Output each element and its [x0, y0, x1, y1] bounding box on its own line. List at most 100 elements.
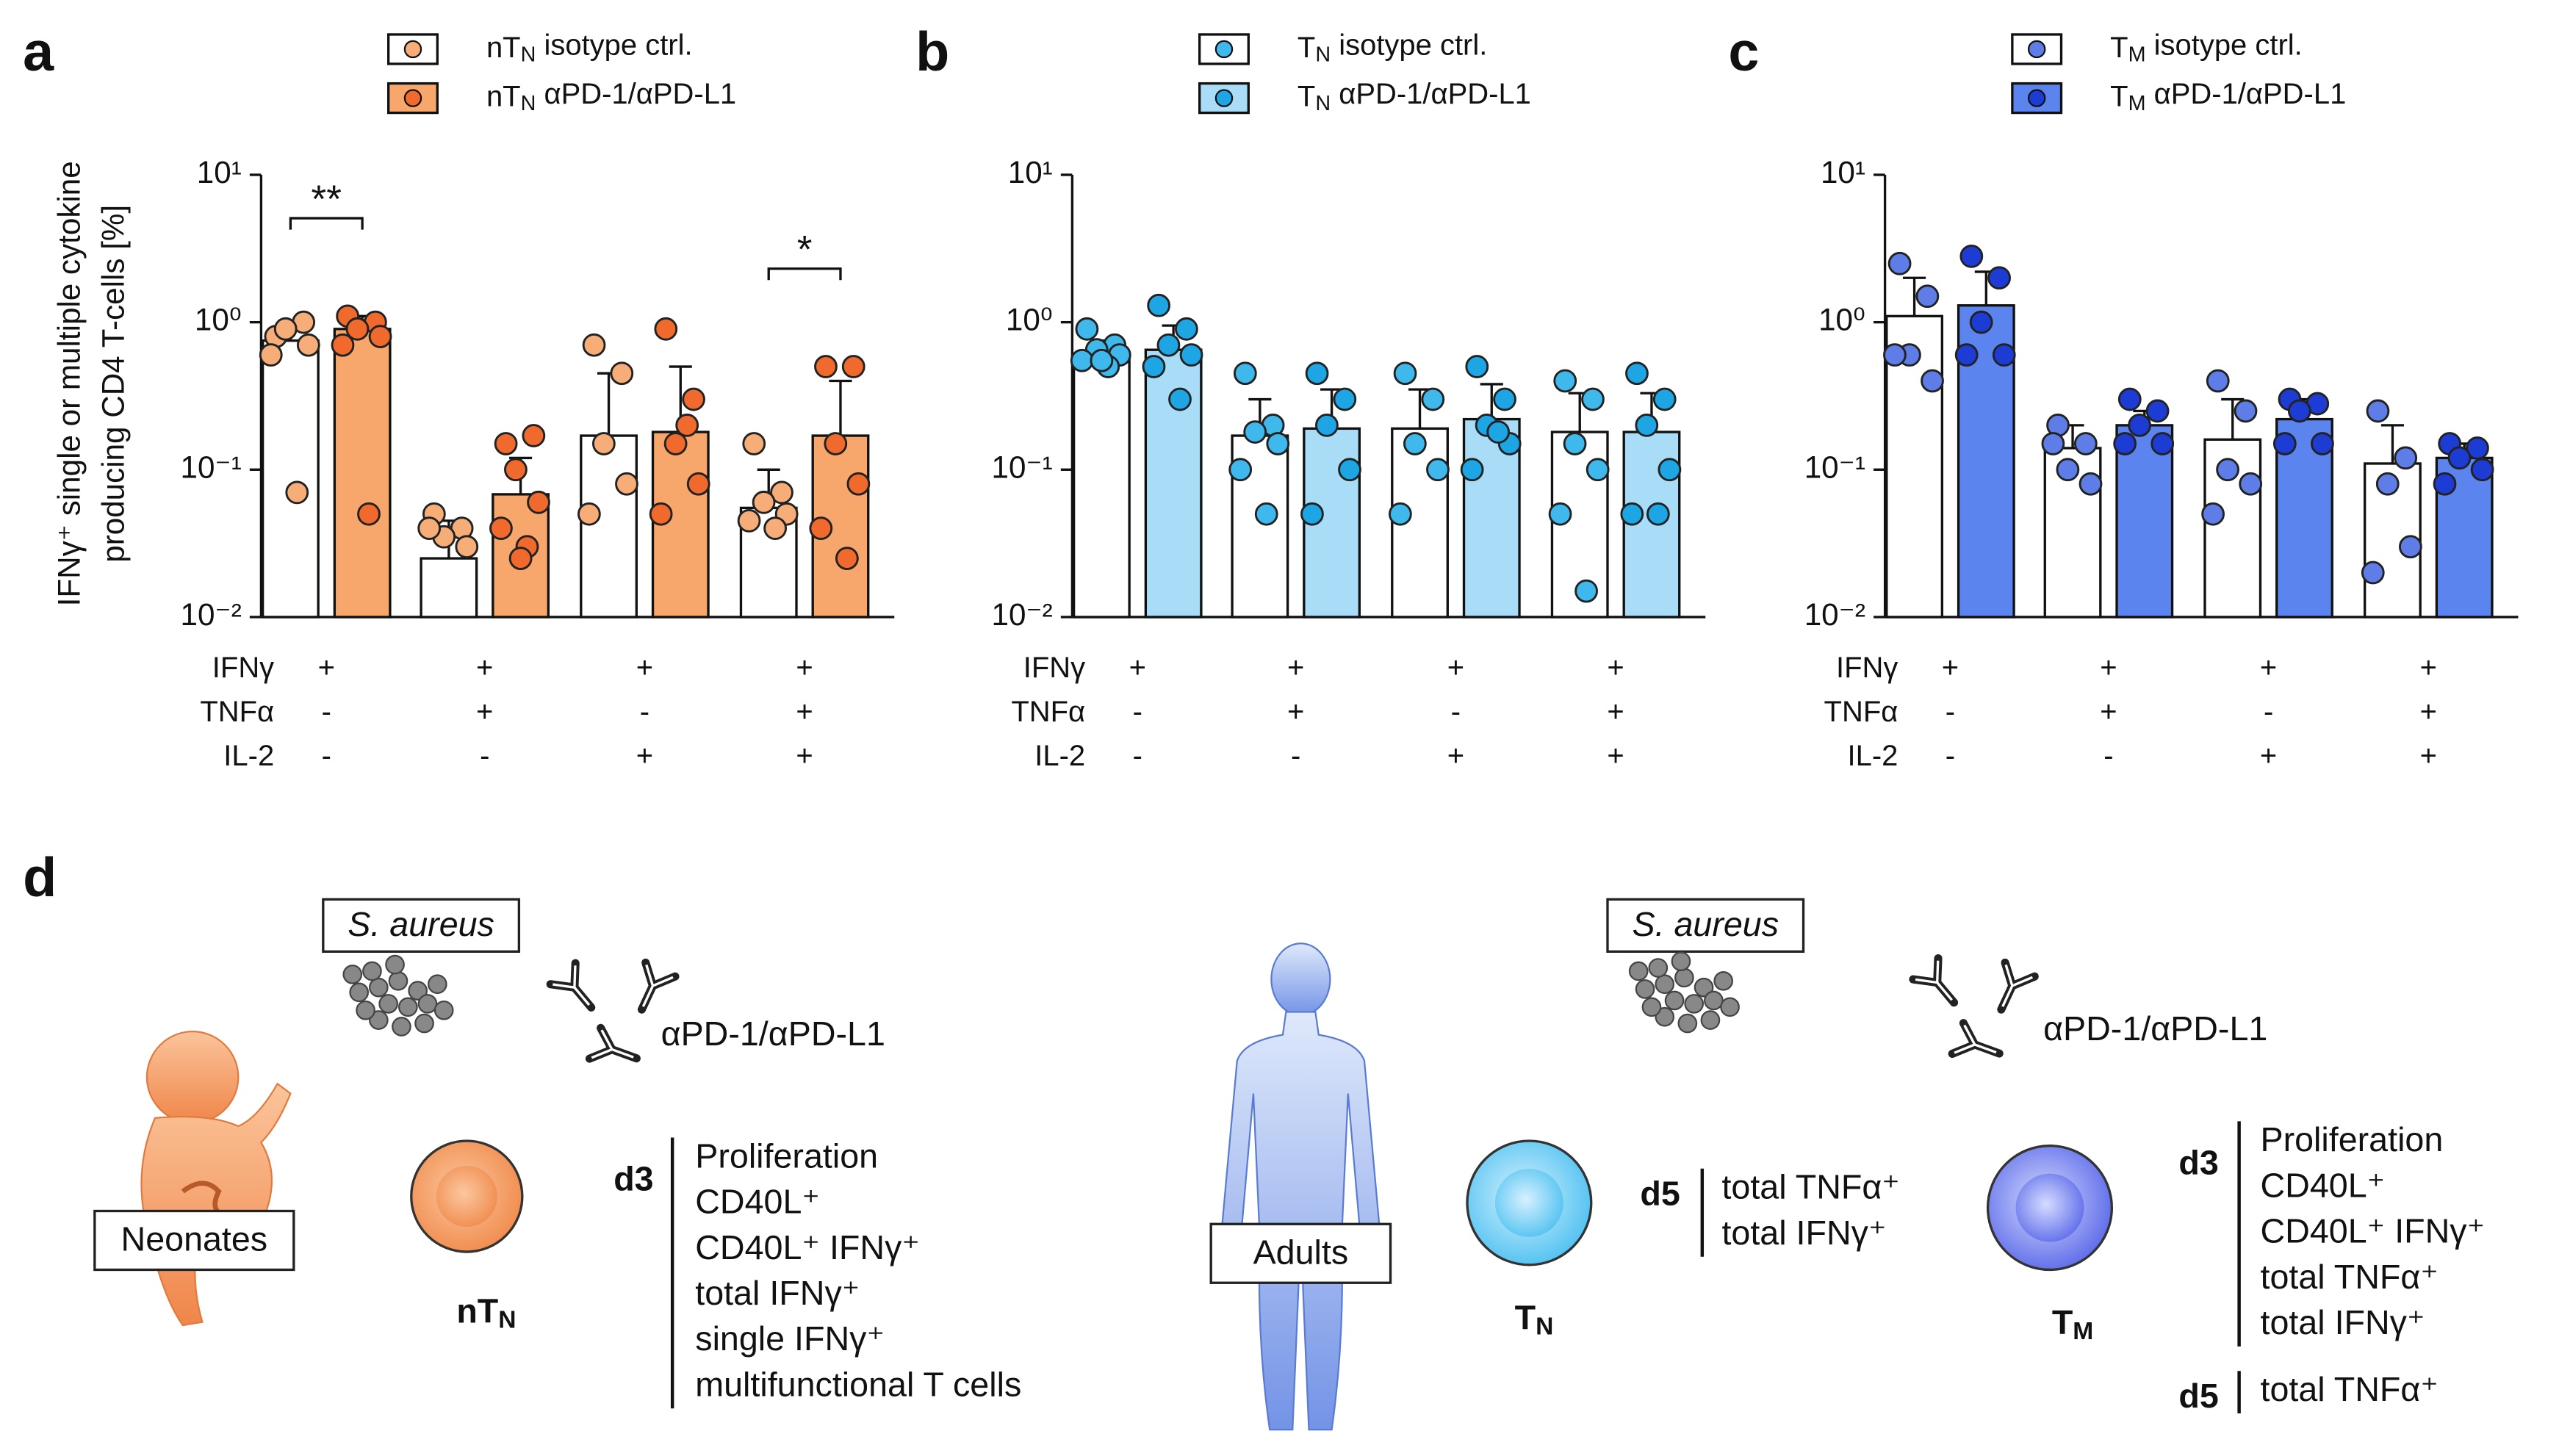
data-point — [1175, 317, 1198, 341]
bacterium — [388, 970, 408, 991]
bacterium — [1628, 961, 1649, 981]
data-point — [504, 458, 528, 482]
legend-label: nTN isotype ctrl. — [486, 29, 693, 66]
data-point — [1987, 266, 2011, 290]
bacterium — [1700, 1010, 1721, 1030]
text-part: + — [1942, 652, 1959, 684]
significance-bracket — [767, 267, 842, 281]
data-point — [1305, 361, 1329, 386]
condition-mark: + — [1942, 652, 1959, 684]
readout: Proliferation — [695, 1137, 878, 1175]
bacterium — [427, 974, 447, 995]
data-point — [742, 432, 766, 455]
bacterium — [1684, 994, 1705, 1014]
data-point — [331, 333, 355, 357]
significance-bracket — [289, 217, 364, 230]
text-part: CD40L⁺ IFNγ⁺ — [695, 1228, 920, 1266]
text-part: - — [2103, 740, 2113, 772]
data-point — [2201, 502, 2225, 526]
error-bar — [2221, 397, 2245, 440]
data-point — [846, 472, 871, 496]
data-point — [2470, 458, 2494, 482]
text-part: nT — [486, 80, 521, 112]
condition-mark: - — [322, 696, 331, 728]
bacterium — [378, 994, 398, 1014]
condition-mark: + — [1287, 652, 1304, 684]
condition-mark: + — [1129, 652, 1146, 684]
text-part: 10¹ — [1821, 155, 1865, 190]
condition-mark: + — [2260, 652, 2277, 684]
legend-swatch — [1198, 82, 1250, 115]
data-point — [824, 432, 848, 455]
bacterium — [342, 965, 363, 984]
condition-mark: - — [322, 740, 331, 772]
error-bar — [2380, 424, 2404, 464]
condition-label: TNFα — [200, 696, 274, 728]
condition-mark: - — [2103, 740, 2113, 772]
text-part: T — [1298, 80, 1315, 112]
text-part: 10⁰ — [1006, 303, 1053, 337]
legend-dot — [403, 89, 422, 107]
text-part: nT — [486, 32, 521, 64]
data-point — [682, 387, 705, 411]
y-tick-label: 10⁻¹ — [1804, 450, 1865, 484]
data-point — [1070, 348, 1094, 372]
y-axis-label: IFNγ⁺ single or multiple cytokine — [52, 161, 87, 606]
text-part: T — [2110, 80, 2128, 112]
data-point — [1887, 251, 1912, 275]
data-point — [752, 490, 776, 514]
text-part: TNFα — [200, 696, 274, 728]
timepoint: d5 — [2178, 1377, 2218, 1415]
text-part: 10⁻¹ — [1804, 450, 1865, 484]
panel-letter: d — [23, 847, 57, 909]
text-part: d5 — [1640, 1175, 1680, 1213]
text-part: - — [322, 696, 331, 728]
data-point — [489, 516, 513, 541]
bacterium — [362, 961, 382, 981]
bacterium — [414, 1013, 434, 1034]
data-point — [1574, 579, 1598, 603]
data-point — [1635, 414, 1659, 437]
data-point — [1243, 420, 1267, 444]
cell-nucleus — [2015, 1173, 2084, 1242]
legend-dot — [2027, 89, 2046, 107]
data-point — [1992, 343, 2016, 367]
readout: total TNFα⁺ — [1721, 1168, 1899, 1206]
bacterium — [369, 977, 389, 998]
data-point — [2234, 399, 2258, 423]
data-point — [1883, 343, 1907, 367]
data-point — [368, 325, 392, 348]
data-point — [1460, 458, 1484, 482]
bacterium — [433, 1000, 454, 1020]
data-point — [296, 333, 320, 357]
y-tick-label: 10¹ — [1821, 155, 1865, 190]
bacterium — [1704, 990, 1724, 1011]
condition-mark: + — [1607, 740, 1624, 772]
text-part: - — [640, 696, 649, 728]
data-point — [1625, 361, 1649, 386]
panel-letter: c — [1728, 21, 1759, 83]
bacterium — [1648, 958, 1669, 978]
text-part: + — [1447, 652, 1464, 684]
condition-label: IL-2 — [1034, 740, 1085, 772]
text-part: + — [476, 696, 493, 728]
data-point — [357, 502, 381, 526]
text-part: + — [796, 696, 813, 728]
bar — [1462, 417, 1521, 619]
bacterium — [1713, 970, 1734, 991]
bacterium — [397, 997, 418, 1017]
condition-mark: + — [476, 652, 493, 684]
text-part: IFNγ — [1836, 652, 1898, 684]
readout: total IFNγ⁺ — [1721, 1214, 1886, 1252]
antibody-inner — [1954, 1024, 1997, 1054]
text-part: + — [2420, 740, 2437, 772]
data-point — [1179, 343, 1203, 367]
text-part: total IFNγ⁺ — [2261, 1303, 2425, 1341]
text-part: T — [1515, 1299, 1536, 1337]
text-part: producing CD4 T-cells [%] — [96, 205, 131, 563]
text-part: 10⁻² — [1804, 597, 1865, 632]
antibody-label: αPD-1/αPD-L1 — [661, 1014, 885, 1053]
text-part: N — [521, 43, 536, 66]
text-part: CD40L⁺ — [695, 1183, 820, 1221]
bar — [420, 557, 478, 619]
